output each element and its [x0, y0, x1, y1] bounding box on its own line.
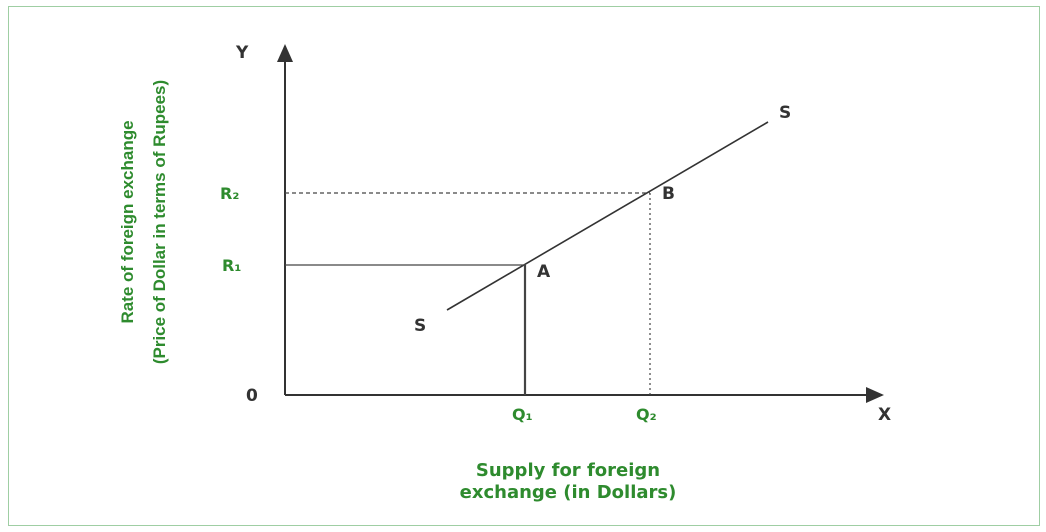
supply-curve-top-label: S [779, 103, 791, 123]
y-axis-label-line2: (Price of Dollar in terms of Rupees) [150, 80, 169, 364]
y-axis-label-line1: Rate of foreign exchange [118, 120, 137, 323]
x-axis-label-line1: Supply for foreign [476, 460, 660, 481]
x-axis-label-line2: exchange (in Dollars) [460, 482, 677, 503]
r2-label: R₂ [220, 184, 239, 203]
point-a-label: A [537, 262, 551, 282]
diagram-frame [8, 6, 1040, 526]
origin-label: 0 [246, 386, 258, 406]
r1-label: R₁ [222, 256, 241, 275]
supply-curve-bottom-label: S [414, 316, 426, 336]
y-axis-letter: Y [235, 43, 249, 63]
supply-curve [446, 121, 769, 311]
q2-label: Q₂ [636, 405, 657, 424]
point-b-label: B [662, 184, 675, 204]
x-axis-letter: X [878, 405, 891, 425]
q1-label: Q₁ [512, 405, 533, 424]
